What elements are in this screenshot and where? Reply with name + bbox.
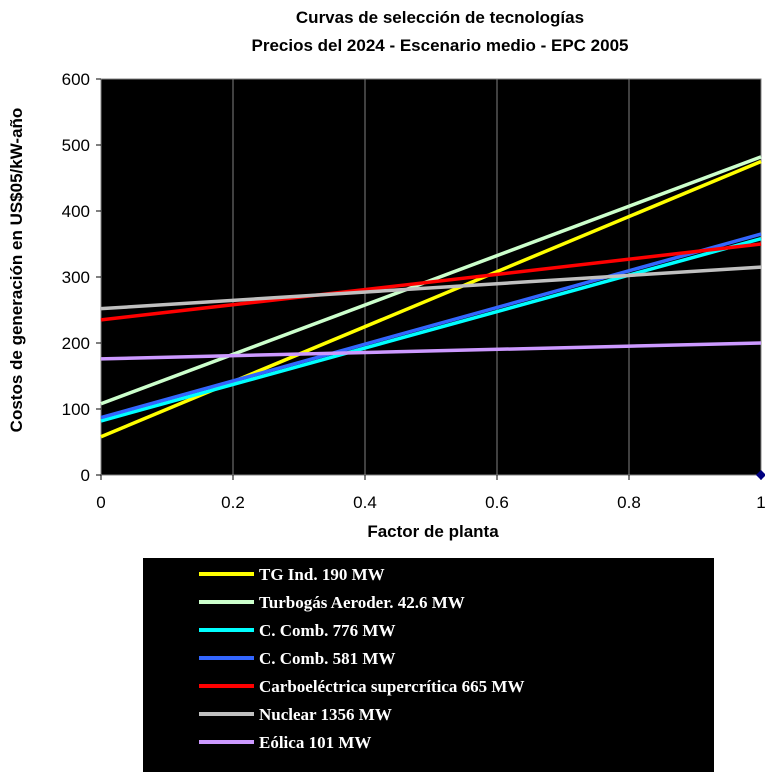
y-tick-label: 0 [81, 466, 90, 485]
y-tick-label: 400 [62, 202, 90, 221]
data-point-marker [756, 470, 765, 480]
series-line-7 [100, 341, 762, 361]
y-tick-label: 300 [62, 268, 90, 287]
legend-entry-label: Nuclear 1356 MW [259, 705, 392, 724]
series-line-5 [100, 242, 762, 322]
legend-entry-label: Turbogás Aeroder. 42.6 MW [259, 593, 465, 612]
series-line-3 [100, 237, 762, 423]
y-tick-label: 500 [62, 136, 90, 155]
legend-entry-label: TG Ind. 190 MW [259, 565, 385, 584]
legend: TG Ind. 190 MW Turbogás Aeroder. 42.6 MW C… [199, 565, 524, 752]
x-tick-label: 0.6 [485, 493, 509, 512]
x-tick-label: 0.8 [617, 493, 641, 512]
y-axis-label: Costos de generación en US$05/kW-año [7, 108, 26, 433]
x-axis: 0 0.2 0.4 0.6 0.8 1 [96, 475, 765, 512]
series-lines [100, 155, 762, 439]
legend-entry-label: C. Comb. 581 MW [259, 649, 395, 668]
y-tick-label: 200 [62, 334, 90, 353]
series-line-6 [100, 265, 762, 311]
plot-area [100, 78, 762, 476]
marker-layer [756, 470, 765, 480]
chart-title-line-1: Curvas de selección de tecnologías [296, 8, 584, 27]
y-axis: 0 100 200 300 400 500 600 [62, 70, 101, 485]
chart-title-line-2: Precios del 2024 - Escenario medio - EPC… [251, 36, 628, 55]
series-line-4 [100, 232, 762, 420]
x-tick-label: 0 [96, 493, 105, 512]
x-tick-label: 0.2 [221, 493, 245, 512]
y-tick-label: 100 [62, 400, 90, 419]
legend-entry-label: Carboeléctrica supercrítica 665 MW [259, 677, 524, 696]
x-tick-label: 0.4 [353, 493, 377, 512]
legend-box [143, 558, 714, 772]
legend-entry-label: Eólica 101 MW [259, 733, 371, 752]
legend-entry-label: C. Comb. 776 MW [259, 621, 395, 640]
x-axis-label: Factor de planta [367, 522, 499, 541]
x-tick-label: 1 [756, 493, 765, 512]
y-tick-label: 600 [62, 70, 90, 89]
